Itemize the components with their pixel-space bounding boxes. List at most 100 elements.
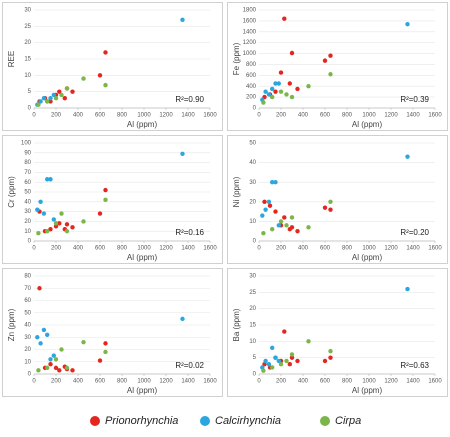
point xyxy=(36,102,41,107)
point xyxy=(64,222,70,227)
legend-marker xyxy=(90,416,100,426)
point xyxy=(53,221,59,226)
x-tick-label: 1000 xyxy=(137,113,151,119)
point xyxy=(295,229,300,234)
panel: 0 10 20 30 40 50 0 200 400 600 800 1000 1200 1400 1600… xyxy=(227,135,448,264)
x-tick-label: 0 xyxy=(32,246,36,252)
point xyxy=(322,358,328,364)
point xyxy=(53,357,59,362)
y-axis-label: Fe (ppm) xyxy=(232,42,241,75)
point xyxy=(287,81,292,86)
point xyxy=(267,203,273,208)
point xyxy=(273,355,278,360)
x-tick-label: 400 xyxy=(298,379,309,385)
point xyxy=(262,199,267,204)
point xyxy=(36,230,41,236)
y-tick-label: 15 xyxy=(249,323,256,329)
x-tick-label: 200 xyxy=(51,246,62,252)
point xyxy=(328,199,333,204)
x-tick-label: 1600 xyxy=(428,246,442,252)
y-tick-label: 10 xyxy=(249,219,256,225)
panel-border xyxy=(2,2,223,131)
panel-border xyxy=(2,268,223,397)
y-tick-label: 30 xyxy=(249,274,256,280)
y-tick-label: 50 xyxy=(24,310,31,316)
y-tick-label: 1800 xyxy=(243,8,257,14)
x-tick-label: 1600 xyxy=(203,246,217,252)
x-tick-label: 600 xyxy=(95,113,106,119)
x-tick-label: 1400 xyxy=(406,246,420,252)
x-tick-label: 1200 xyxy=(384,379,398,385)
point xyxy=(35,207,40,212)
x-tick-label: 800 xyxy=(342,246,353,252)
y-tick-label: 50 xyxy=(249,141,256,147)
panel-border xyxy=(227,2,448,131)
point xyxy=(276,223,281,228)
y-tick-label: 10 xyxy=(24,229,31,235)
y-tick-label: 10 xyxy=(24,73,31,79)
point xyxy=(38,341,43,346)
point xyxy=(45,365,50,371)
point xyxy=(322,58,328,63)
point xyxy=(282,329,287,334)
x-tick-label: 600 xyxy=(95,379,106,385)
y-tick-label: 25 xyxy=(249,290,256,296)
point xyxy=(57,221,62,226)
panel: 0 5 10 15 20 25 30 0 200 400 600 800 1000 1200 1400 160… xyxy=(2,2,223,131)
x-tick-label: 1400 xyxy=(406,379,420,385)
panel-border xyxy=(2,135,223,264)
y-tick-label: 0 xyxy=(28,372,32,378)
x-tick-label: 400 xyxy=(73,379,84,385)
point xyxy=(289,355,295,360)
y-tick-label: 20 xyxy=(24,219,31,225)
y-tick-label: 400 xyxy=(246,84,257,90)
y-tick-label: 40 xyxy=(24,199,31,205)
x-axis-label: Al (ppm) xyxy=(127,253,158,262)
point xyxy=(36,368,41,373)
annotation: R²=0.39 xyxy=(400,95,429,104)
y-tick-label: 30 xyxy=(24,335,31,341)
x-tick-label: 1000 xyxy=(362,246,376,252)
x-axis-label: Al (ppm) xyxy=(127,120,158,129)
point xyxy=(41,211,47,216)
point xyxy=(45,177,50,182)
y-tick-label: 1400 xyxy=(243,29,257,35)
x-tick-label: 400 xyxy=(73,113,84,119)
point xyxy=(103,82,108,88)
point xyxy=(270,227,275,232)
point xyxy=(53,96,59,101)
point xyxy=(180,151,185,156)
x-tick-label: 1200 xyxy=(159,113,173,119)
point xyxy=(273,180,278,185)
point xyxy=(263,207,268,212)
point xyxy=(48,96,53,101)
x-axis-label: Al (ppm) xyxy=(352,253,383,262)
point xyxy=(51,92,56,98)
y-axis-label: Ni (ppm) xyxy=(232,176,241,207)
y-tick-label: 40 xyxy=(249,160,256,166)
point xyxy=(405,21,410,27)
y-tick-label: 60 xyxy=(24,298,31,304)
annotation: R²=0.16 xyxy=(175,228,204,237)
point xyxy=(278,219,284,224)
x-tick-label: 1400 xyxy=(181,113,195,119)
point xyxy=(328,53,333,58)
y-tick-label: 20 xyxy=(24,40,31,46)
x-tick-label: 1400 xyxy=(406,113,420,119)
x-tick-label: 400 xyxy=(298,113,309,119)
legend-label: Cirpa xyxy=(335,415,361,427)
point xyxy=(278,362,284,367)
x-tick-label: 800 xyxy=(342,113,353,119)
x-tick-label: 600 xyxy=(320,246,331,252)
point xyxy=(38,99,43,104)
point xyxy=(278,89,284,94)
point xyxy=(48,177,53,182)
x-tick-label: 1200 xyxy=(384,113,398,119)
y-tick-label: 1200 xyxy=(243,40,257,46)
y-tick-label: 20 xyxy=(24,347,31,353)
point xyxy=(59,347,64,352)
x-tick-label: 600 xyxy=(95,246,106,252)
point xyxy=(289,94,295,100)
point xyxy=(270,86,275,92)
